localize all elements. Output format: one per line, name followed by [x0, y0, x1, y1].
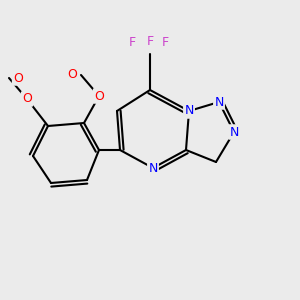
- Text: N: N: [148, 161, 158, 175]
- Text: F: F: [128, 37, 136, 50]
- Text: F: F: [161, 37, 169, 50]
- Text: N: N: [229, 125, 239, 139]
- Text: O: O: [22, 92, 32, 106]
- Text: N: N: [184, 104, 194, 118]
- Text: F: F: [146, 35, 154, 48]
- Text: O: O: [67, 68, 77, 82]
- Text: N: N: [214, 95, 224, 109]
- Text: O: O: [94, 89, 104, 103]
- Text: O: O: [13, 71, 23, 85]
